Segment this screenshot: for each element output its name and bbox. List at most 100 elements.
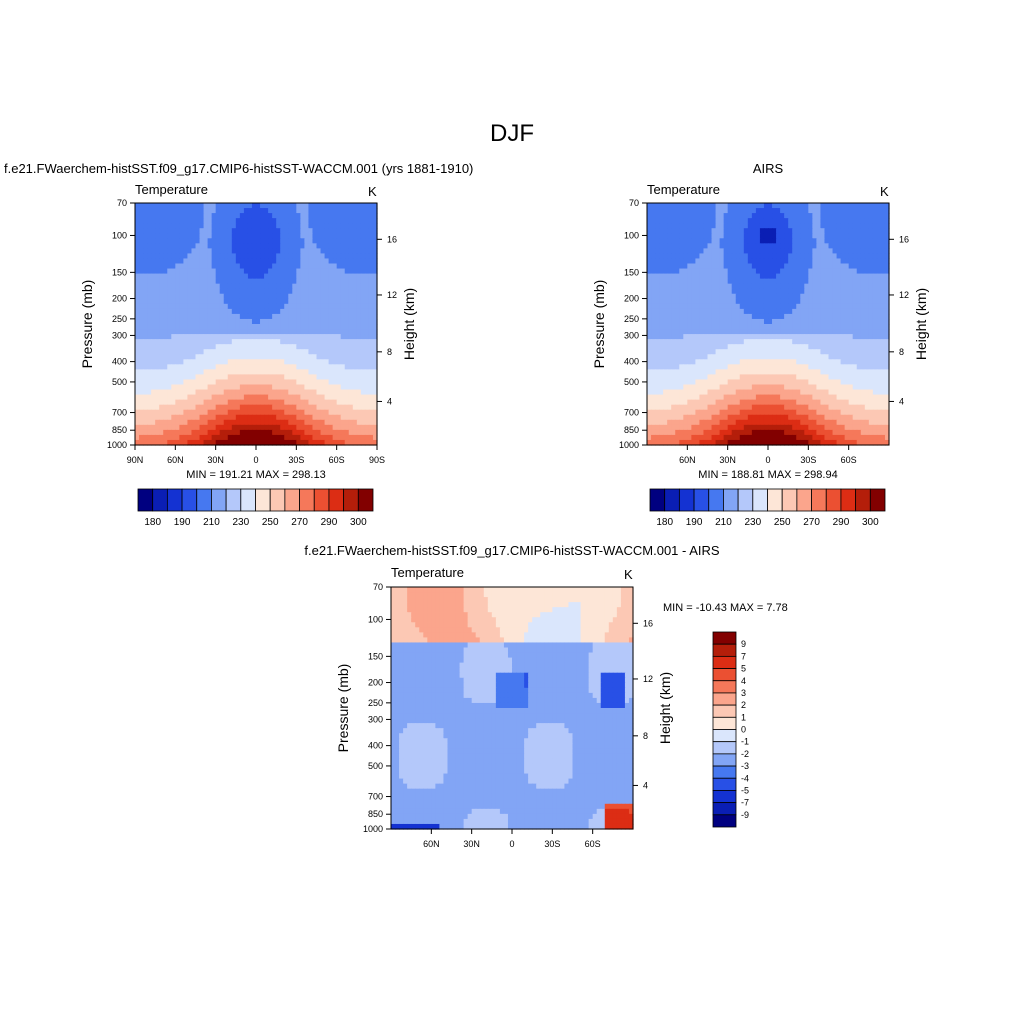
- field-cell: [655, 324, 660, 330]
- field-cell: [179, 293, 184, 300]
- field-cell: [324, 369, 330, 376]
- field-cell: [840, 359, 846, 365]
- field-cell: [651, 303, 656, 310]
- field-cell: [256, 419, 261, 426]
- field-cell: [880, 344, 886, 350]
- field-cell: [671, 258, 676, 265]
- field-cell: [312, 349, 318, 355]
- field-cell: [675, 313, 680, 320]
- field-cell: [247, 303, 253, 310]
- field-cell: [864, 339, 870, 345]
- field-cell: [199, 238, 205, 244]
- field-cell: [739, 263, 745, 270]
- field-cell: [344, 344, 350, 350]
- field-cell: [836, 278, 842, 285]
- field-cell: [727, 233, 733, 239]
- field-cell: [868, 313, 874, 320]
- field-cell: [175, 288, 180, 295]
- field-cell: [655, 283, 660, 290]
- field-cell: [667, 359, 672, 365]
- field-cell: [256, 268, 261, 275]
- field-cell: [776, 248, 781, 255]
- field-cell: [872, 233, 878, 239]
- field-cell: [227, 213, 233, 219]
- field-cell: [159, 439, 164, 446]
- field-cell: [780, 344, 785, 350]
- field-cell: [792, 329, 797, 335]
- field-cell: [679, 349, 684, 355]
- field-cell: [328, 334, 334, 340]
- field-cell: [211, 248, 217, 255]
- field-cell: [695, 228, 701, 234]
- field-cell: [247, 248, 253, 255]
- colorbar-box: [299, 488, 315, 512]
- field-cell: [272, 253, 277, 260]
- field-cell: [348, 434, 354, 441]
- colorbar-label: 270: [291, 517, 308, 528]
- field-cell: [352, 409, 358, 416]
- field-cell: [256, 384, 261, 391]
- field-cell: [308, 213, 314, 219]
- field-cell: [239, 248, 245, 255]
- field-cell: [227, 329, 233, 335]
- field-cell: [231, 278, 237, 285]
- field-cell: [179, 414, 184, 421]
- field-cell: [828, 203, 834, 209]
- field-cell: [804, 248, 809, 255]
- field-cell: [324, 308, 330, 315]
- field-cell: [227, 389, 233, 396]
- field-cell: [151, 354, 156, 360]
- field-cell: [308, 248, 314, 255]
- field-cell: [840, 354, 846, 360]
- field-cell: [368, 308, 374, 315]
- field-cell: [840, 329, 846, 335]
- field-cell: [372, 409, 378, 416]
- field-cell: [336, 308, 342, 315]
- field-cell: [256, 233, 261, 239]
- field-cell: [328, 354, 334, 360]
- field-cell: [203, 268, 209, 275]
- field-cell: [235, 303, 241, 310]
- field-cell: [239, 223, 245, 229]
- field-cell: [344, 329, 350, 335]
- field-cell: [187, 404, 193, 411]
- field-cell: [219, 429, 225, 436]
- field-cell: [876, 208, 882, 214]
- field-cell: [147, 203, 152, 209]
- field-cell: [344, 394, 350, 401]
- field-cell: [147, 354, 152, 360]
- field-cell: [820, 208, 826, 214]
- field-cell: [191, 223, 197, 229]
- field-cell: [223, 308, 229, 315]
- field-cell: [219, 409, 225, 416]
- field-cell: [231, 293, 237, 300]
- field-cell: [868, 228, 874, 234]
- field-cell: [199, 424, 205, 431]
- field-cell: [316, 394, 322, 401]
- field-cell: [759, 324, 765, 330]
- field-cell: [852, 324, 858, 330]
- field-cell: [796, 344, 801, 350]
- field-cell: [151, 303, 156, 310]
- field-cell: [356, 238, 362, 244]
- field-cell: [143, 303, 148, 310]
- field-cell: [780, 313, 785, 320]
- field-cell: [739, 308, 745, 315]
- field-cell: [223, 429, 229, 436]
- field-cell: [223, 203, 229, 209]
- field-cell: [364, 288, 370, 295]
- field-cell: [324, 324, 330, 330]
- field-cell: [356, 399, 362, 406]
- field-cell: [727, 298, 733, 305]
- field-cell: [731, 273, 737, 280]
- field-cell: [372, 334, 378, 340]
- field-cell: [203, 303, 209, 310]
- field-cell: [215, 313, 221, 320]
- field-cell: [828, 213, 834, 219]
- field-cell: [796, 369, 801, 376]
- field-cell: [780, 238, 785, 244]
- field-cell: [139, 203, 144, 209]
- field-cell: [308, 394, 314, 401]
- field-cell: [195, 344, 201, 350]
- field-cell: [655, 208, 660, 214]
